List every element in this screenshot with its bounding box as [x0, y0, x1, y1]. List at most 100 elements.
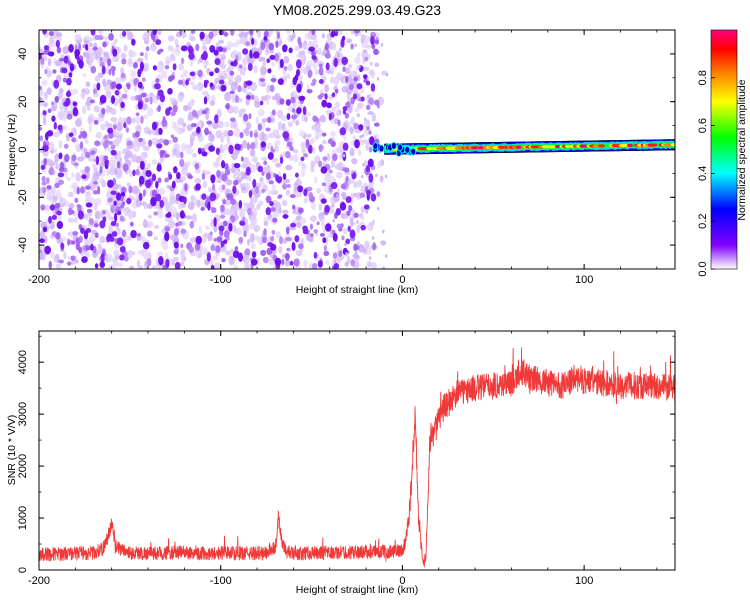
noise-blob	[289, 145, 293, 151]
noise-blob	[71, 154, 77, 162]
noise-speck	[342, 193, 347, 201]
noise-blob	[279, 236, 283, 245]
noise-speck	[336, 171, 343, 179]
noise-blob	[305, 138, 310, 146]
noise-core	[43, 45, 50, 51]
noise-speck	[241, 163, 248, 169]
noise-core	[260, 141, 267, 148]
noise-core	[152, 65, 158, 71]
noise-speck	[336, 72, 342, 81]
noise-core	[251, 251, 257, 258]
noise-speck	[314, 176, 318, 184]
noise-blob	[277, 194, 282, 199]
noise-blob	[110, 144, 116, 150]
noise-core	[180, 45, 188, 52]
noise-speck	[329, 76, 335, 84]
noise-core	[285, 99, 291, 106]
noise-blob	[215, 245, 221, 253]
noise-speck	[226, 40, 233, 49]
noise-blob	[210, 244, 216, 252]
noise-speck	[160, 238, 165, 247]
noise-speck	[39, 48, 44, 55]
noise-blob	[66, 261, 72, 266]
noise-speck	[337, 30, 343, 36]
y-tick-label: 2000	[17, 454, 29, 478]
noise-speck	[285, 164, 292, 171]
noise-core	[120, 101, 125, 109]
noise-speck	[379, 175, 384, 183]
noise-blob	[103, 155, 109, 161]
y-tick-label: -20	[17, 189, 29, 205]
noise-blob	[291, 114, 298, 120]
noise-blob	[164, 65, 170, 70]
noise-speck	[211, 121, 219, 130]
noise-speck	[306, 133, 312, 139]
noise-speck	[325, 69, 332, 75]
noise-blob	[55, 232, 61, 240]
noise-blob	[120, 72, 126, 79]
noise-speck	[127, 211, 134, 220]
noise-core	[109, 236, 115, 242]
noise-speck	[353, 181, 358, 189]
noise-speck	[102, 36, 109, 41]
noise-speck	[189, 57, 194, 67]
noise-blob	[149, 96, 153, 105]
noise-core	[209, 45, 216, 53]
noise-blob	[177, 220, 183, 226]
noise-blob	[79, 141, 84, 150]
noise-blob	[147, 230, 153, 237]
noise-core	[83, 230, 89, 240]
noise-speck	[93, 105, 100, 113]
noise-blob	[246, 142, 250, 151]
noise-speck	[365, 142, 370, 151]
noise-core	[249, 49, 253, 59]
noise-speck	[370, 69, 376, 79]
noise-core	[282, 44, 288, 53]
noise-speck	[208, 186, 212, 193]
noise-speck	[249, 163, 257, 173]
noise-blob	[220, 214, 226, 219]
noise-speck	[137, 250, 142, 255]
noise-speck	[324, 84, 329, 93]
noise-speck	[336, 187, 341, 194]
noise-speck	[161, 229, 166, 234]
noise-core	[122, 30, 127, 37]
signal-onset-blob	[390, 141, 397, 150]
noise-speck	[150, 138, 157, 143]
noise-core	[179, 210, 185, 219]
noise-speck	[257, 30, 261, 38]
noise-blob	[133, 78, 138, 87]
noise-core	[48, 215, 52, 224]
noise-core	[209, 82, 214, 88]
chart-title: YM08.2025.299.03.49.G23	[273, 2, 441, 18]
noise-core	[269, 54, 276, 60]
noise-speck	[238, 109, 242, 119]
noise-core	[365, 80, 371, 86]
noise-core	[330, 30, 336, 38]
noise-speck	[85, 101, 92, 107]
noise-core	[333, 262, 340, 269]
noise-core	[189, 71, 196, 77]
noise-blob	[230, 117, 236, 122]
noise-blob	[359, 192, 366, 199]
noise-speck	[177, 117, 185, 126]
noise-blob	[285, 252, 290, 262]
noise-blob	[209, 231, 213, 236]
noise-core	[56, 220, 64, 230]
noise-core	[335, 208, 342, 216]
noise-speck	[53, 256, 58, 263]
noise-speck	[134, 116, 142, 124]
noise-blob	[90, 99, 95, 104]
noise-blob	[312, 78, 317, 84]
signal-peak	[626, 143, 634, 148]
noise-blob	[318, 144, 323, 153]
noise-speck	[286, 73, 291, 80]
noise-fleck	[364, 49, 367, 54]
noise-speck	[231, 152, 238, 160]
noise-speck	[322, 140, 327, 145]
noise-speck	[336, 243, 341, 249]
noise-blob	[244, 248, 251, 256]
noise-blob	[368, 146, 373, 153]
noise-speck	[55, 32, 63, 37]
